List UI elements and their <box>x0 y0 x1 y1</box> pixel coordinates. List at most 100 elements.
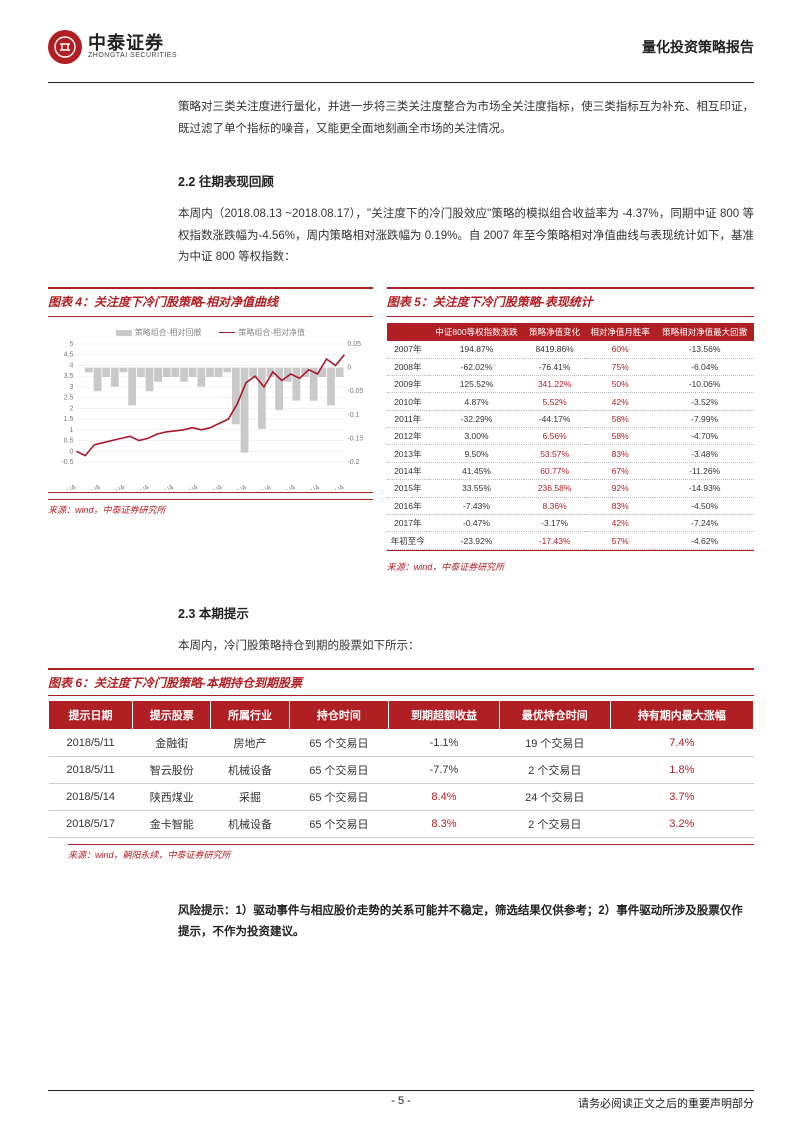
svg-text:2: 2 <box>69 406 73 413</box>
section-2-3-paragraph: 本周内，冷门股策略持仓到期的股票如下所示： <box>178 636 754 658</box>
page-header: 中泰证券 ZHONGTAI SECURITIES 量化投资策略报告 <box>48 30 754 64</box>
stat-c3: 58% <box>585 410 655 427</box>
stat-c1: -0.47% <box>429 514 524 531</box>
hold-col-header: 持仓时间 <box>289 700 388 729</box>
section-2-3-block: 2.3 本期提示 本周内，冷门股策略持仓到期的股票如下所示： <box>178 603 754 658</box>
chart-svg: -0.500.511.522.533.544.55-0.2-0.15-0.1-0… <box>48 340 373 490</box>
hold-maxgain: 3.2% <box>610 810 753 837</box>
stat-c2: 60.77% <box>524 462 585 479</box>
stat-year: 2011年 <box>387 410 429 427</box>
hold-optimal: 2 个交易日 <box>499 810 610 837</box>
stat-c4: -4.70% <box>655 428 754 445</box>
svg-text:2009/1/4: 2009/1/4 <box>101 484 126 490</box>
stat-year: 2010年 <box>387 393 429 410</box>
svg-text:2007/1/4: 2007/1/4 <box>52 484 77 490</box>
risk-block: 风险提示：1）驱动事件与相应股价走势的关系可能并不稳定，筛选结果仅供参考；2）事… <box>178 901 754 945</box>
stat-c3: 60% <box>585 341 655 358</box>
stat-c1: 194.87% <box>429 341 524 358</box>
stat-row: 2015年33.55%236.58%92%-14.93% <box>387 480 754 497</box>
hold-optimal: 24 个交易日 <box>499 783 610 810</box>
stat-c4: -7.99% <box>655 410 754 427</box>
svg-text:0: 0 <box>69 448 73 455</box>
svg-text:2015/1/4: 2015/1/4 <box>247 484 272 490</box>
figure-4-legend: 策略组合-相对回撤 策略组合-相对净值 <box>48 323 373 340</box>
hold-col-header: 所属行业 <box>211 700 289 729</box>
svg-text:3.5: 3.5 <box>64 373 74 380</box>
stat-c4: -13.56% <box>655 341 754 358</box>
stat-c4: -4.50% <box>655 497 754 514</box>
stat-c4: -4.62% <box>655 532 754 549</box>
svg-text:2017/1/4: 2017/1/4 <box>296 484 321 490</box>
hold-duration: 65 个交易日 <box>289 729 388 756</box>
stat-row: 2017年-0.47%-3.17%42%-7.24% <box>387 514 754 531</box>
stat-row: 2016年-7.43%8.36%83%-4.50% <box>387 497 754 514</box>
stat-c3: 67% <box>585 462 655 479</box>
hold-stock: 陕西煤业 <box>133 783 211 810</box>
stat-c2: -76.41% <box>524 358 585 375</box>
svg-text:-0.1: -0.1 <box>347 412 359 419</box>
stat-c1: -62.02% <box>429 358 524 375</box>
stat-c3: 75% <box>585 358 655 375</box>
svg-text:0: 0 <box>347 365 351 372</box>
hold-col-header: 提示股票 <box>133 700 211 729</box>
figure-4-chart: 策略组合-相对回撤 策略组合-相对净值 -0.500.511.522.533.5… <box>48 323 373 493</box>
hold-industry: 采掘 <box>211 783 289 810</box>
stat-year: 2015年 <box>387 480 429 497</box>
hold-optimal: 2 个交易日 <box>499 756 610 783</box>
hold-stock: 金卡智能 <box>133 810 211 837</box>
stat-year: 2014年 <box>387 462 429 479</box>
figure-5-source: 来源：wind，中泰证券研究所 <box>387 557 754 573</box>
stat-c3: 42% <box>585 514 655 531</box>
stat-c3: 58% <box>585 428 655 445</box>
hold-duration: 65 个交易日 <box>289 810 388 837</box>
stat-c3: 92% <box>585 480 655 497</box>
stat-row: 2013年9.50%53.57%83%-3.48% <box>387 445 754 462</box>
stat-year: 2007年 <box>387 341 429 358</box>
stat-c1: 41.45% <box>429 462 524 479</box>
hold-row: 2018/5/11智云股份机械设备65 个交易日-7.7%2 个交易日1.8% <box>49 756 754 783</box>
svg-text:2016/1/4: 2016/1/4 <box>272 484 297 490</box>
svg-text:5: 5 <box>69 341 73 348</box>
legend-swatch-line <box>219 332 235 333</box>
hold-maxgain: 7.4% <box>610 729 753 756</box>
hold-stock: 金融街 <box>133 729 211 756</box>
stat-c3: 57% <box>585 532 655 549</box>
hold-col-header: 到期超额收益 <box>389 700 500 729</box>
report-title: 量化投资策略报告 <box>642 37 754 57</box>
stat-year: 2017年 <box>387 514 429 531</box>
stat-c1: 3.00% <box>429 428 524 445</box>
stat-c2: 5.52% <box>524 393 585 410</box>
stat-col-header <box>387 323 429 341</box>
figure-6: 图表 6：关注度下冷门股策略-本期持仓到期股票 提示日期提示股票所属行业持仓时间… <box>48 668 754 861</box>
stat-row: 2012年3.00%6.56%58%-4.70% <box>387 428 754 445</box>
hold-date: 2018/5/11 <box>49 756 133 783</box>
svg-text:4.5: 4.5 <box>64 352 74 359</box>
figure-5-bottom-rule <box>387 550 754 551</box>
legend-nav: 策略组合-相对净值 <box>219 327 305 338</box>
footer-disclaimer: 请务必阅读正文之后的重要声明部分 <box>578 1095 754 1111</box>
stat-year: 2009年 <box>387 375 429 392</box>
section-2-3-heading: 2.3 本期提示 <box>178 603 754 622</box>
svg-text:-0.15: -0.15 <box>347 436 363 443</box>
stat-row: 2008年-62.02%-76.41%75%-6.04% <box>387 358 754 375</box>
figure-4-caption: 图表 4：关注度下冷门股策略-相对净值曲线 <box>48 287 373 317</box>
logo-text: 中泰证券 ZHONGTAI SECURITIES <box>88 34 177 60</box>
stat-year: 2013年 <box>387 445 429 462</box>
stat-c2: 341.22% <box>524 375 585 392</box>
stat-row: 年初至今-23.92%-17.43%57%-4.62% <box>387 532 754 549</box>
hold-return: 8.4% <box>389 783 500 810</box>
figure-6-table: 提示日期提示股票所属行业持仓时间到期超额收益最优持仓时间持有期内最大涨幅2018… <box>48 700 754 838</box>
stat-c1: -7.43% <box>429 497 524 514</box>
figure-6-caption: 图表 6：关注度下冷门股策略-本期持仓到期股票 <box>48 668 754 696</box>
stat-year: 2008年 <box>387 358 429 375</box>
svg-text:2011/1/4: 2011/1/4 <box>150 484 175 490</box>
stat-row: 2011年-32.29%-44.17%58%-7.99% <box>387 410 754 427</box>
stat-c2: -17.43% <box>524 532 585 549</box>
stat-c3: 83% <box>585 445 655 462</box>
stat-c1: 9.50% <box>429 445 524 462</box>
svg-text:2.5: 2.5 <box>64 395 74 402</box>
figure-4-source: 来源：wind，中泰证券研究所 <box>48 499 373 516</box>
intro-paragraph: 策略对三类关注度进行量化，并进一步将三类关注度整合为市场全关注度指标，使三类指标… <box>178 97 754 141</box>
stat-c2: -3.17% <box>524 514 585 531</box>
hold-date: 2018/5/17 <box>49 810 133 837</box>
